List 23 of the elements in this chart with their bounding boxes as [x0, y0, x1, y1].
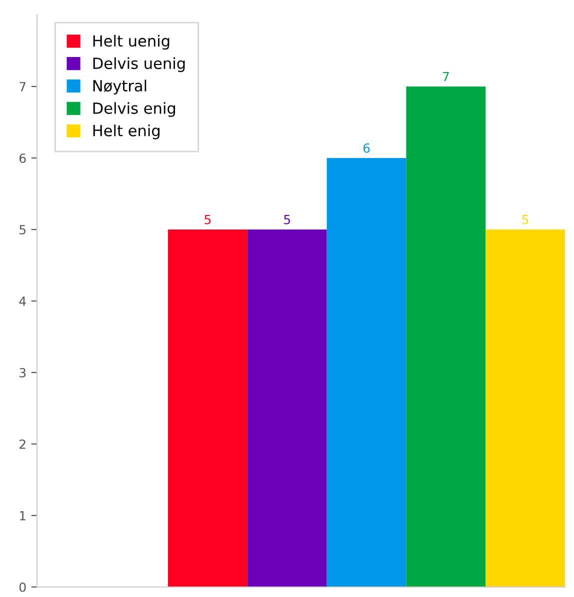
y-tick-label: 5 [20, 225, 26, 234]
data-label: 5 [204, 215, 211, 224]
data-label: 7 [442, 72, 449, 82]
legend-label: Delvis enig [93, 102, 176, 117]
legend-label: Helt enig [93, 124, 160, 140]
bar [486, 230, 565, 587]
y-tick-label: 0 [19, 582, 26, 592]
bar [326, 158, 406, 587]
y-tick-label: 2 [20, 439, 26, 449]
y-tick-label: 4 [19, 296, 26, 306]
data-label: 5 [522, 215, 528, 224]
legend-label: Nøytral [93, 80, 146, 94]
y-tick-label: 6 [20, 153, 26, 163]
bar [406, 86, 486, 587]
y-tick-label: 1 [20, 511, 26, 520]
legend-label: Helt uenig [93, 34, 170, 50]
y-tick-label: 3 [20, 368, 26, 378]
bar [247, 230, 327, 587]
data-label: 6 [363, 143, 370, 153]
data-label: 5 [284, 215, 290, 224]
bar [168, 230, 248, 587]
legend-label: Delvis uenig [93, 57, 185, 72]
y-tick-label: 7 [20, 82, 26, 92]
